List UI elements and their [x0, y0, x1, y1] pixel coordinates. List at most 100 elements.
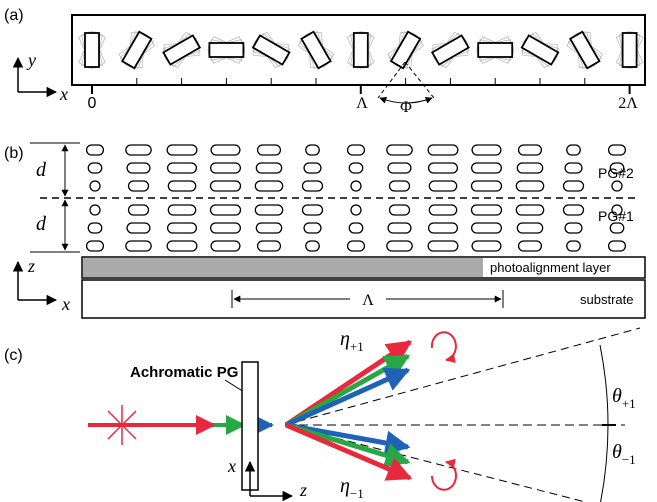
lc-molecule	[88, 223, 101, 233]
lc-molecule	[168, 181, 195, 191]
lc-molecule	[127, 223, 150, 233]
director	[570, 32, 599, 68]
lc-molecule	[211, 145, 240, 155]
lc-molecule	[126, 241, 151, 251]
lc-molecule	[306, 145, 319, 155]
lc-molecule	[517, 163, 542, 173]
order-axis	[285, 328, 640, 425]
lc-molecule	[516, 181, 543, 191]
lc-molecule	[388, 223, 411, 233]
lc-molecule	[429, 163, 458, 173]
lc-molecule	[211, 205, 241, 215]
angle-label: Φ	[400, 99, 412, 116]
lc-molecule	[211, 181, 241, 191]
lc-molecule	[567, 145, 580, 155]
angle-arc	[600, 345, 608, 502]
lc-molecule	[351, 181, 361, 191]
lc-molecule	[349, 223, 362, 233]
director	[354, 33, 368, 67]
lc-molecule	[565, 223, 582, 233]
lc-molecule	[255, 181, 282, 191]
lc-molecule	[211, 163, 241, 173]
lc-molecule	[256, 163, 281, 173]
lc-molecule	[564, 181, 584, 191]
element-label: Achromatic PG	[130, 364, 238, 381]
layer-label: PG#1	[598, 208, 634, 224]
layer-label: PG#2	[598, 165, 634, 181]
director	[432, 35, 468, 64]
axis-label: x	[227, 456, 236, 476]
panel-label: (a)	[4, 7, 24, 24]
director	[163, 35, 199, 64]
lc-molecule	[472, 181, 502, 191]
lc-molecule	[351, 205, 361, 215]
lc-molecule	[126, 145, 151, 155]
lc-molecule	[88, 163, 101, 173]
lc-molecule	[390, 181, 410, 191]
thickness-label: d	[36, 159, 47, 181]
lc-molecule	[348, 145, 365, 155]
lc-molecule	[127, 163, 150, 173]
lc-molecule	[472, 145, 501, 155]
lc-molecule	[258, 241, 281, 251]
lc-molecule	[349, 163, 362, 173]
thickness-label: d	[36, 213, 47, 235]
photoalignment-fill	[83, 258, 483, 277]
director	[209, 43, 243, 57]
lc-molecule	[90, 205, 100, 215]
lc-molecule	[168, 205, 195, 215]
director	[522, 35, 558, 64]
lc-molecule	[472, 205, 502, 215]
lc-molecule	[348, 241, 365, 251]
tick-label: 0	[88, 95, 97, 112]
axis-label: z	[299, 480, 307, 500]
lc-molecule	[211, 241, 240, 251]
lc-molecule	[428, 145, 458, 155]
lc-molecule	[565, 163, 582, 173]
lc-molecule	[87, 145, 104, 155]
circular-polarization	[432, 332, 456, 360]
lc-molecule	[255, 205, 282, 215]
lc-molecule	[167, 145, 197, 155]
director	[253, 35, 289, 64]
director	[85, 33, 99, 67]
lc-molecule	[429, 223, 458, 233]
lc-molecule	[303, 205, 323, 215]
angle-label: θ−1	[612, 441, 636, 467]
axis-label: x	[61, 294, 70, 314]
director	[623, 33, 637, 67]
lc-molecule	[609, 145, 626, 155]
circular-polarization	[432, 462, 456, 490]
lc-molecule	[519, 241, 542, 251]
lc-molecule	[517, 223, 542, 233]
lc-molecule	[610, 223, 623, 233]
figure: (a) y x 0 Λ 2Λ Φ (b) d d PG#2 PG#1 photo…	[0, 0, 657, 502]
lc-molecule	[390, 205, 410, 215]
lc-molecule	[516, 205, 543, 215]
lc-molecule	[472, 163, 502, 173]
director	[301, 32, 330, 68]
lc-molecule	[129, 205, 149, 215]
efficiency-label: η+1	[340, 328, 364, 354]
panel-label: (c)	[4, 347, 23, 364]
axis-label: z	[27, 256, 35, 276]
lc-molecule	[428, 241, 458, 251]
panel-label: (b)	[4, 145, 24, 162]
lc-molecule	[387, 145, 412, 155]
director	[478, 43, 512, 57]
lc-molecule	[168, 163, 197, 173]
angle-label: θ+1	[612, 385, 636, 411]
lc-molecule	[168, 223, 197, 233]
director	[122, 32, 151, 68]
lc-molecule	[304, 223, 321, 233]
lc-molecule	[90, 181, 100, 191]
lc-molecule	[519, 145, 542, 155]
lc-molecule	[609, 241, 626, 251]
lc-molecule	[472, 223, 502, 233]
lc-molecule	[472, 241, 501, 251]
lc-molecule	[564, 205, 584, 215]
lc-molecule	[258, 145, 281, 155]
leader-line	[225, 380, 244, 392]
lc-molecule	[256, 223, 281, 233]
lc-molecule	[612, 181, 622, 191]
